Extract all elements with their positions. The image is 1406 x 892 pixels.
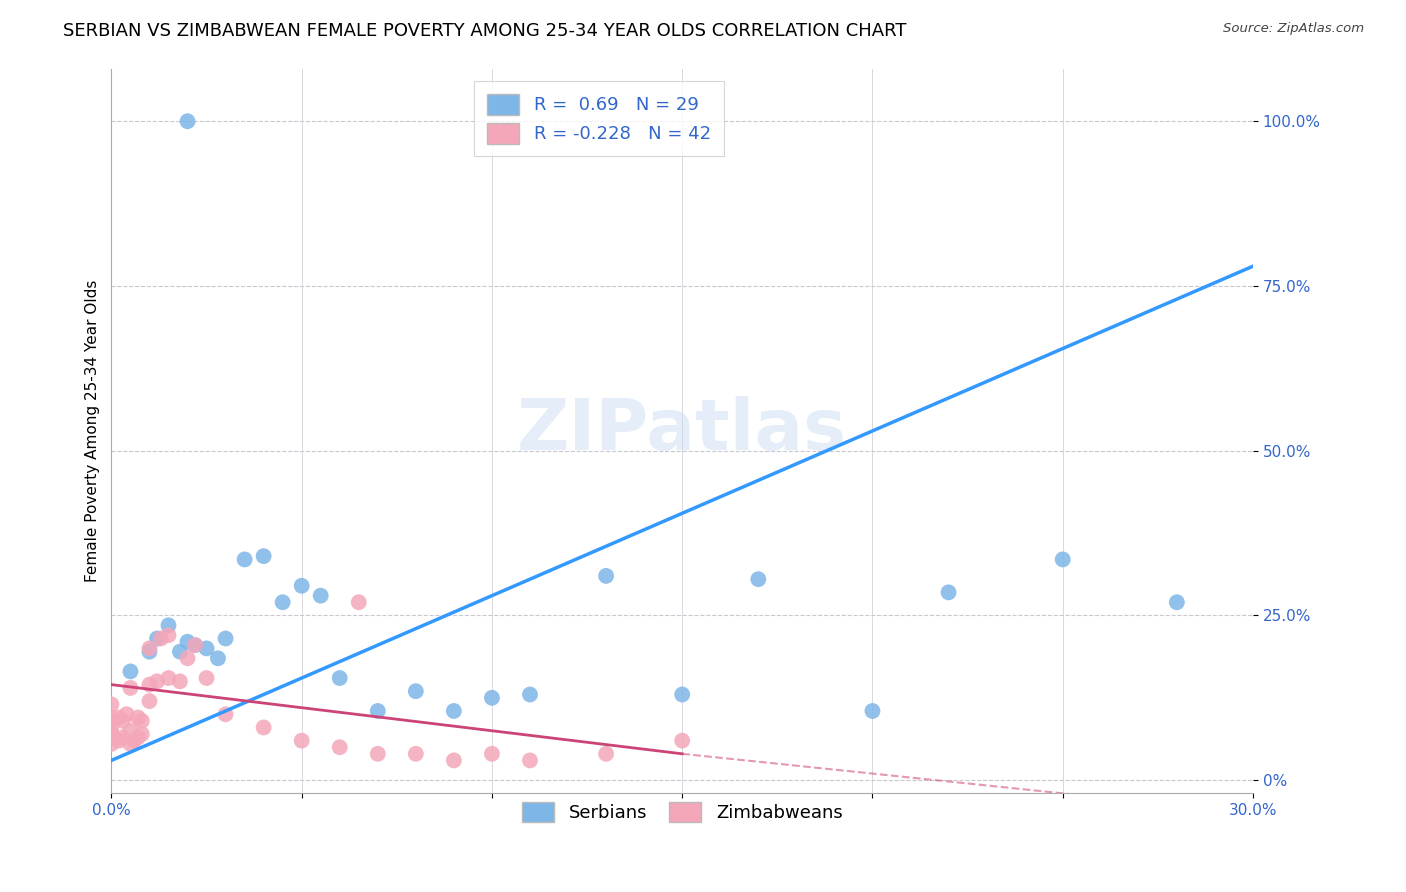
Point (207, 651, 229, 665)
Point (157, 628, 180, 642)
Point (443, 704, 465, 718)
Point (138, 645, 160, 659)
Text: ZIPatlas: ZIPatlas (517, 396, 848, 466)
Point (481, 690, 503, 705)
Point (149, 632, 172, 646)
Point (127, 731, 149, 745)
Point (157, 671, 180, 685)
Y-axis label: Female Poverty Among 25-34 Year Olds: Female Poverty Among 25-34 Year Olds (86, 280, 100, 582)
Point (405, 684, 427, 698)
Point (671, 688, 693, 702)
Point (214, 632, 236, 646)
Point (347, 595, 370, 609)
Point (938, 585, 960, 599)
Point (111, 731, 134, 745)
Point (671, 733, 693, 747)
Point (291, 733, 314, 747)
Point (481, 747, 503, 761)
Text: SERBIAN VS ZIMBABWEAN FEMALE POVERTY AMONG 25-34 YEAR OLDS CORRELATION CHART: SERBIAN VS ZIMBABWEAN FEMALE POVERTY AMO… (63, 22, 907, 40)
Legend: Serbians, Zimbabweans: Serbians, Zimbabweans (509, 789, 855, 835)
Point (233, 552, 256, 566)
Point (157, 618, 180, 632)
Point (108, 710, 131, 724)
Point (176, 634, 198, 648)
Point (138, 694, 160, 708)
Point (146, 674, 169, 689)
Text: Source: ZipAtlas.com: Source: ZipAtlas.com (1223, 22, 1364, 36)
Point (595, 569, 617, 583)
Point (595, 747, 617, 761)
Point (100, 710, 122, 724)
Point (443, 753, 465, 767)
Point (1052, 552, 1074, 566)
Point (214, 707, 236, 722)
Point (252, 721, 274, 735)
Point (329, 671, 352, 685)
Point (184, 638, 207, 652)
Point (195, 641, 218, 656)
Point (115, 707, 138, 722)
Point (169, 645, 191, 659)
Point (100, 721, 122, 735)
Point (271, 595, 294, 609)
Point (367, 704, 389, 718)
Point (120, 681, 142, 695)
Point (120, 665, 142, 679)
Point (1166, 595, 1188, 609)
Point (309, 589, 332, 603)
Point (108, 733, 131, 747)
Point (176, 114, 198, 128)
Point (169, 674, 191, 689)
Point (405, 747, 427, 761)
Point (367, 747, 389, 761)
Point (122, 733, 145, 747)
Point (100, 714, 122, 728)
Point (138, 678, 160, 692)
Point (127, 710, 149, 724)
Point (146, 632, 169, 646)
Point (100, 698, 122, 712)
Point (291, 579, 314, 593)
Point (120, 723, 142, 738)
Point (184, 638, 207, 652)
Point (519, 688, 541, 702)
Point (176, 651, 198, 665)
Point (138, 641, 160, 656)
Point (131, 714, 153, 728)
Point (195, 671, 218, 685)
Point (252, 549, 274, 563)
Point (131, 727, 153, 741)
Point (100, 737, 122, 751)
Point (111, 714, 134, 728)
Point (100, 727, 122, 741)
Point (747, 572, 769, 586)
Point (519, 753, 541, 767)
Point (329, 740, 352, 755)
Point (120, 737, 142, 751)
Point (862, 704, 884, 718)
